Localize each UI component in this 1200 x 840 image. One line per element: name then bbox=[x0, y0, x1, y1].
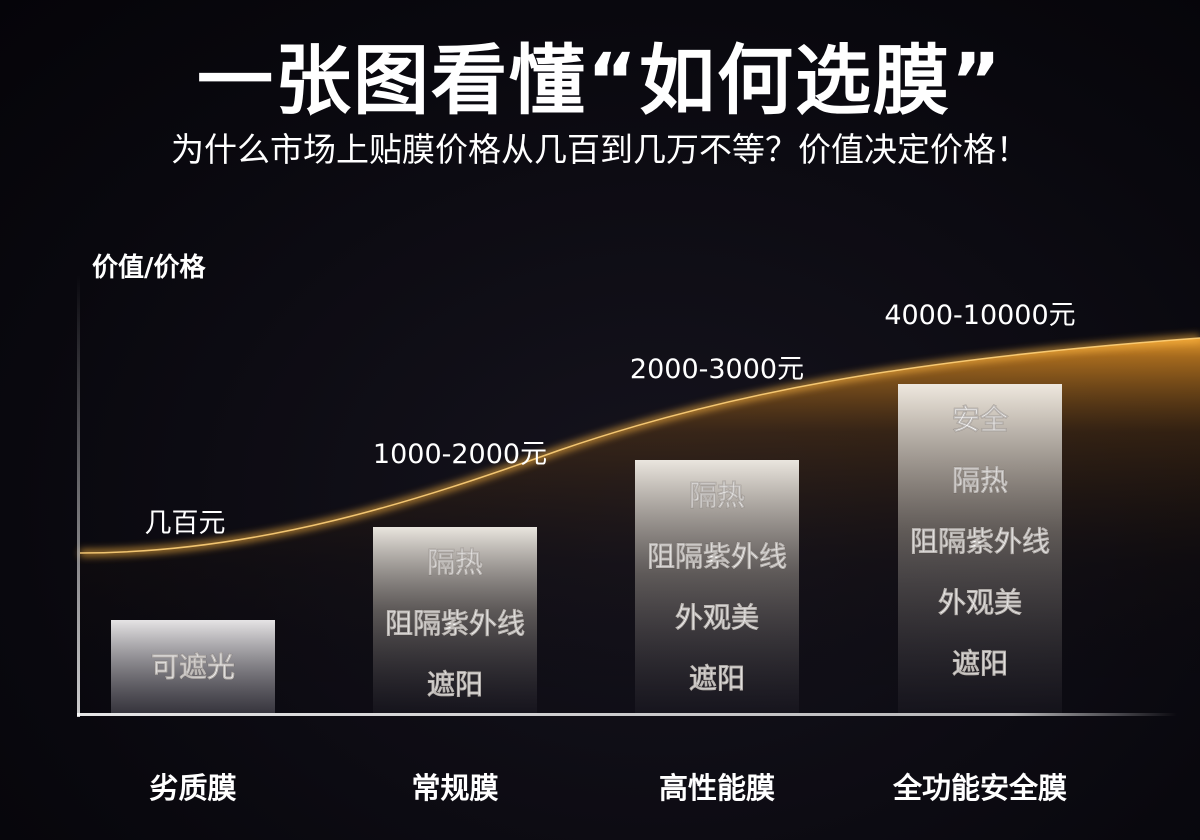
bar-2-feature-2: 阻隔紫外线 bbox=[385, 607, 525, 640]
category-label-1: 劣质膜 bbox=[149, 771, 236, 805]
page-subtitle: 为什么市场上贴膜价格从几百到几万不等？价值决定价格！ bbox=[171, 130, 1029, 169]
bar-4-feature-4: 外观美 bbox=[938, 586, 1022, 619]
category-label-2: 常规膜 bbox=[411, 771, 498, 805]
bar-4-feature-1: 安全 bbox=[952, 403, 1009, 436]
value-curve-line bbox=[79, 337, 1200, 554]
category-label-4: 全功能安全膜 bbox=[892, 771, 1067, 805]
bar-1 bbox=[111, 620, 275, 713]
bars-group: 可遮光几百元劣质膜隔热阻隔紫外线遮阳1000-2000元常规膜隔热阻隔紫外线外观… bbox=[111, 300, 1076, 805]
bar-4-feature-2: 隔热 bbox=[952, 464, 1008, 497]
y-axis-line bbox=[77, 275, 80, 717]
price-label-1: 几百元 bbox=[145, 508, 226, 539]
bar-4-feature-3: 阻隔紫外线 bbox=[910, 525, 1050, 558]
bar-3-feature-1: 隔热 bbox=[689, 479, 745, 512]
category-label-3: 高性能膜 bbox=[659, 771, 775, 805]
bar-4-feature-5: 遮阳 bbox=[952, 647, 1008, 680]
bar-2-feature-3: 遮阳 bbox=[427, 668, 483, 701]
x-axis-line bbox=[77, 713, 1177, 716]
bar-3-feature-4: 遮阳 bbox=[689, 662, 745, 695]
bar-3-feature-2: 阻隔紫外线 bbox=[647, 540, 787, 573]
bar-2-feature-1: 隔热 bbox=[427, 546, 483, 579]
bar-3 bbox=[635, 460, 799, 713]
bar-4 bbox=[898, 384, 1062, 713]
y-axis-label: 价值/价格 bbox=[92, 252, 206, 283]
bar-2 bbox=[373, 527, 537, 713]
price-label-2: 1000-2000元 bbox=[373, 439, 547, 470]
price-label-4: 4000-10000元 bbox=[884, 300, 1075, 331]
price-label-3: 2000-3000元 bbox=[630, 354, 804, 385]
bar-1-feature-1: 可遮光 bbox=[151, 651, 235, 684]
page-title: 一张图看懂“如何选膜” bbox=[197, 36, 1003, 125]
bar-3-feature-3: 外观美 bbox=[675, 601, 759, 634]
